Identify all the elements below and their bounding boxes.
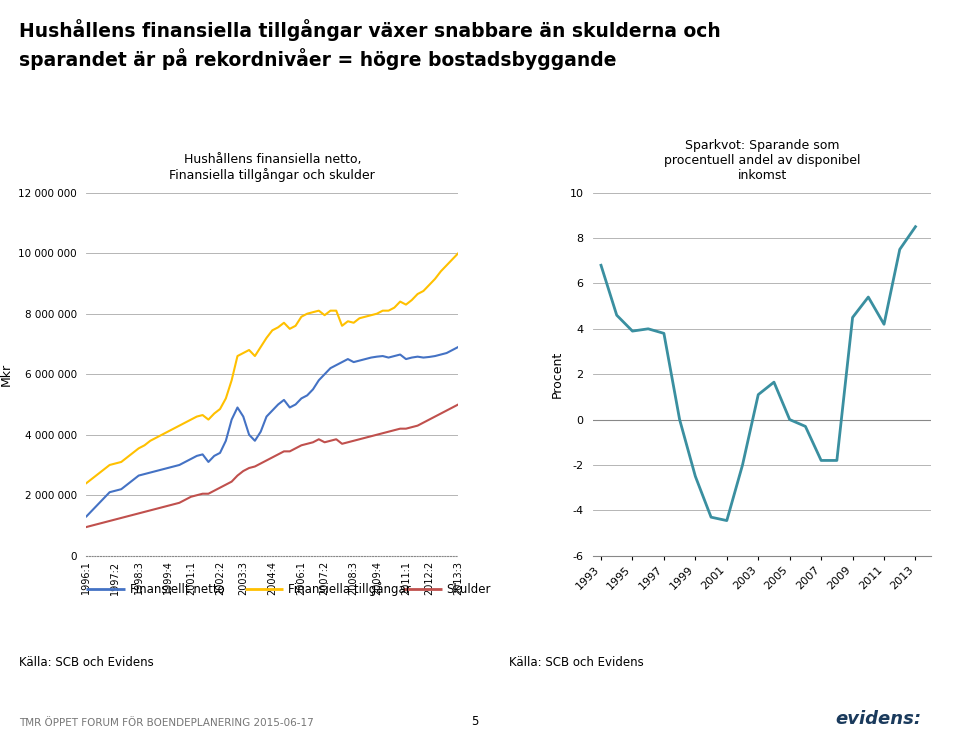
Y-axis label: Mkr: Mkr: [0, 362, 12, 386]
Text: evidens:: evidens:: [835, 710, 922, 728]
Text: Finansiella tillgångar: Finansiella tillgångar: [288, 582, 411, 596]
Title: Hushållens finansiella netto,
Finansiella tillgångar och skulder: Hushållens finansiella netto, Finansiell…: [170, 153, 375, 182]
Text: TMR ÖPPET FORUM FÖR BOENDEPLANERING 2015-06-17: TMR ÖPPET FORUM FÖR BOENDEPLANERING 2015…: [19, 718, 314, 728]
Text: Källa: SCB och Evidens: Källa: SCB och Evidens: [509, 656, 643, 669]
Text: Finansiellt netto: Finansiellt netto: [130, 582, 225, 596]
Text: Skulder: Skulder: [446, 582, 491, 596]
Y-axis label: Procent: Procent: [551, 350, 564, 398]
Text: Hushållens finansiella tillgångar växer snabbare än skulderna och: Hushållens finansiella tillgångar växer …: [19, 19, 721, 41]
Title: Sparkvot: Sparande som
procentuell andel av disponibel
inkomst: Sparkvot: Sparande som procentuell andel…: [664, 139, 860, 182]
Text: sparandet är på rekordnivåer = högre bostadsbyggande: sparandet är på rekordnivåer = högre bos…: [19, 48, 616, 70]
Text: Källa: SCB och Evidens: Källa: SCB och Evidens: [19, 656, 154, 669]
Text: 5: 5: [471, 714, 479, 728]
